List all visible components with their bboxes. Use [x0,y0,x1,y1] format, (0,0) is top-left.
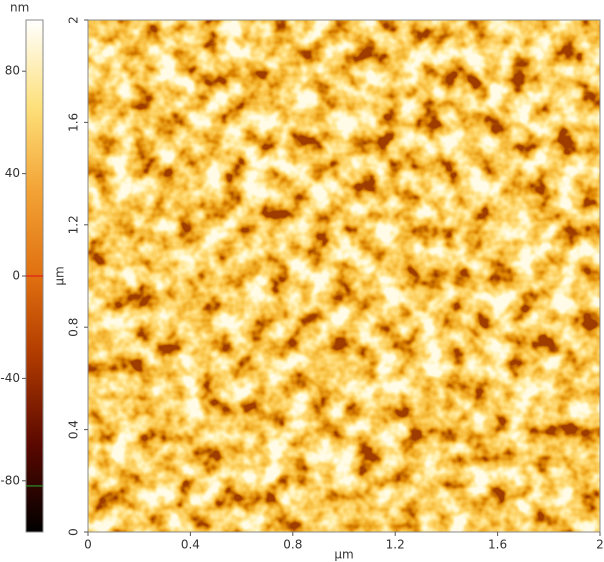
colorbar-tick-label: 80 [5,64,20,78]
x-tick-label: 0.4 [181,538,200,552]
colorbar-tick-label: 0 [12,269,20,283]
x-tick-label: 0.8 [283,538,302,552]
y-tick-label: 1.6 [67,113,81,132]
y-tick-label: 0.4 [67,420,81,439]
x-tick-label: 2 [596,538,604,552]
colorbar-tick-label: 40 [5,166,20,180]
y-tick-label: 2 [67,16,81,24]
colorbar-tick-label: -40 [0,371,20,385]
x-axis-label: µm [334,548,353,562]
x-tick-label: 0 [84,538,92,552]
afm-image [88,20,600,532]
image-frame [87,19,601,533]
y-axis-label: µm [53,266,67,285]
x-tick-label: 1.6 [488,538,507,552]
y-tick-label: 0.8 [67,318,81,337]
x-tick-label: 1.2 [386,538,405,552]
y-tick-label: 0 [67,528,81,536]
colorbar-tick-label: -80 [0,473,20,487]
colorbar-unit: nm [10,1,29,15]
y-tick-label: 1.2 [67,215,81,234]
